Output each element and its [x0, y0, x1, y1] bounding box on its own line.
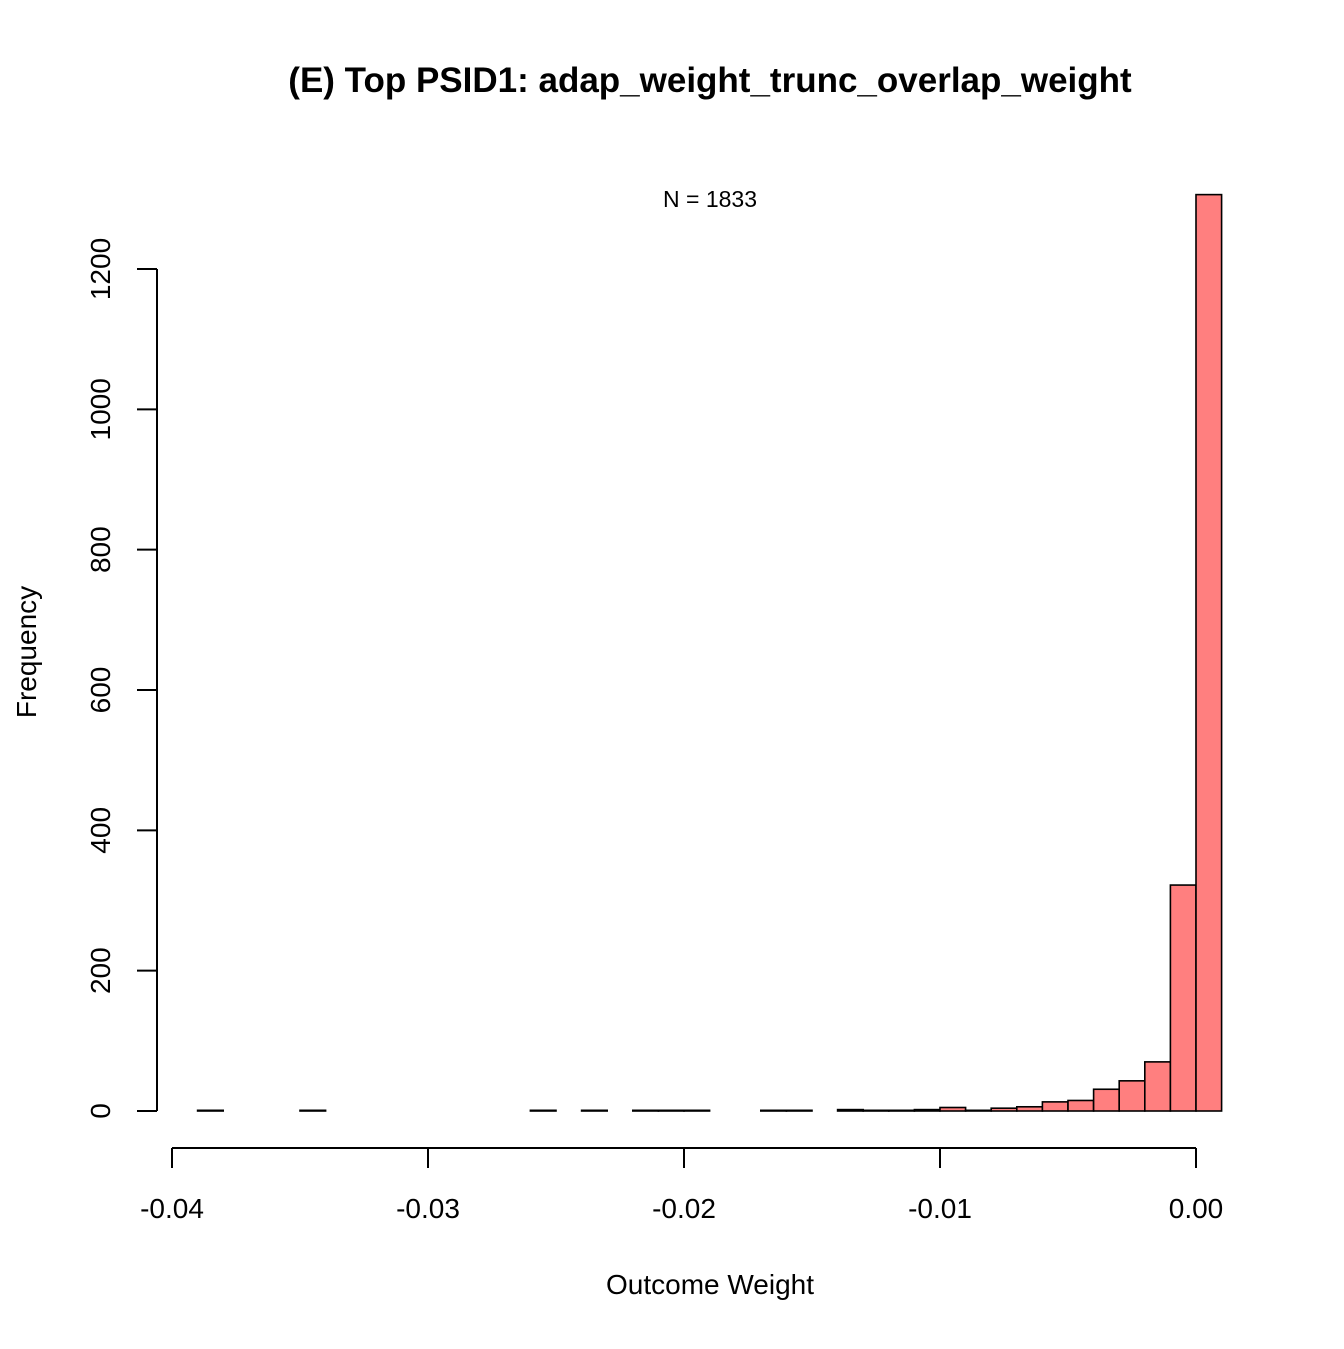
- x-tick-label-1: -0.03: [396, 1193, 460, 1224]
- histogram-bar-22: [759, 1109, 788, 1112]
- histogram-bar-15: [580, 1109, 608, 1112]
- histogram-bar-23: [785, 1109, 813, 1112]
- x-axis-title: Outcome Weight: [606, 1269, 814, 1300]
- histogram-bars: [196, 193, 1223, 1112]
- x-axis: -0.04 -0.03 -0.02 -0.01 0.00: [140, 1147, 1224, 1224]
- x-tick-label-4: 0.00: [1169, 1193, 1224, 1224]
- histogram-bar-35: [1092, 1088, 1120, 1112]
- histogram-bar-28: [913, 1108, 941, 1112]
- histogram-bar-31: [990, 1107, 1018, 1112]
- histogram-bar-27: [887, 1109, 916, 1112]
- histogram-bar-33: [1041, 1101, 1069, 1112]
- histogram-bar-32: [1015, 1105, 1044, 1112]
- histogram-bar-37: [1144, 1061, 1172, 1112]
- histogram-bar-34: [1067, 1099, 1095, 1112]
- y-tick-label-5: 1000: [85, 378, 116, 440]
- y-axis: 0 200 400 600 800 1000 1200: [85, 238, 158, 1119]
- y-tick-label-4: 800: [85, 526, 116, 573]
- histogram-bar-36: [1118, 1080, 1146, 1112]
- histogram-bar-30: [964, 1109, 992, 1112]
- histogram-bar-17: [631, 1109, 660, 1112]
- histogram-bar-13: [529, 1109, 557, 1112]
- histogram-bar-29: [939, 1106, 967, 1112]
- histogram-bar-0: [196, 1109, 225, 1112]
- y-tick-label-6: 1200: [85, 238, 116, 300]
- y-tick-label-3: 600: [85, 667, 116, 714]
- histogram-bar-26: [862, 1109, 890, 1112]
- histogram-bar-38: [1169, 884, 1197, 1112]
- histogram-bar-39: [1195, 193, 1223, 1112]
- histogram-bar-25: [836, 1108, 864, 1112]
- y-tick-label-0: 0: [85, 1103, 116, 1119]
- x-tick-label-0: -0.04: [140, 1193, 204, 1224]
- x-tick-label-2: -0.02: [652, 1193, 716, 1224]
- sample-size-annotation: N = 1833: [663, 186, 757, 212]
- x-tick-label-3: -0.01: [908, 1193, 972, 1224]
- histogram-bar-18: [657, 1109, 685, 1112]
- y-tick-label-2: 400: [85, 807, 116, 854]
- histogram-bar-19: [683, 1109, 711, 1112]
- histogram-bar-4: [299, 1109, 327, 1112]
- chart-title: (E) Top PSID1: adap_weight_trunc_overlap…: [288, 61, 1132, 100]
- y-tick-label-1: 200: [85, 947, 116, 994]
- y-axis-title: Frequency: [11, 586, 42, 718]
